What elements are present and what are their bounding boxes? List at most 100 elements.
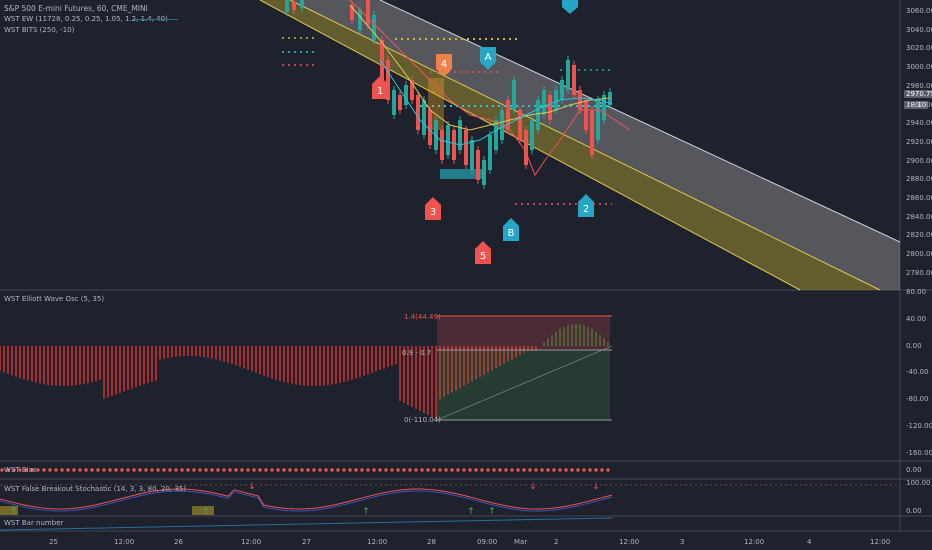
osc-axis-tick: -80.00 bbox=[906, 395, 929, 404]
candle bbox=[392, 90, 396, 115]
fib-bot-label: 0(-110.04) bbox=[404, 416, 441, 424]
svg-text:1: 1 bbox=[377, 86, 383, 97]
candle bbox=[494, 120, 498, 150]
candle bbox=[476, 150, 480, 180]
candle bbox=[488, 135, 492, 170]
candle bbox=[285, 0, 289, 12]
price-axis-tick: 2900.00 bbox=[906, 156, 932, 165]
time-axis-tick: 12:00 bbox=[367, 538, 388, 546]
candle bbox=[578, 90, 582, 110]
osc-axis-tick: 80.00 bbox=[906, 288, 927, 296]
wave-marker-4: 4 bbox=[436, 54, 452, 77]
price-axis-tick: 2920.00 bbox=[906, 137, 932, 146]
candle bbox=[482, 160, 486, 185]
time-axis-tick: Mar bbox=[514, 538, 528, 546]
svg-text:5: 5 bbox=[480, 251, 486, 262]
wave-marker-B: B bbox=[503, 218, 519, 241]
svg-text:↑: ↑ bbox=[362, 507, 370, 517]
candle bbox=[440, 130, 444, 160]
candle bbox=[300, 0, 304, 8]
svg-text:4: 4 bbox=[441, 59, 447, 70]
candle bbox=[470, 140, 474, 170]
svg-text:↑: ↑ bbox=[488, 507, 496, 517]
fib-zone-bottom bbox=[437, 350, 610, 420]
bias-axis-tick: 0.00 bbox=[906, 466, 922, 474]
price-axis-tick: 3040.00 bbox=[906, 25, 932, 34]
price-axis-tick: 3020.00 bbox=[906, 44, 932, 53]
candle bbox=[584, 100, 588, 130]
wave-marker-3: 3 bbox=[425, 197, 441, 220]
indicator-wst-ew[interactable]: WST EW (11728, 0.25, 0.25, 1.05, 1.2, 1.… bbox=[4, 15, 168, 23]
candle bbox=[410, 80, 414, 100]
price-axis-tick: 2860.00 bbox=[906, 194, 932, 202]
candle bbox=[536, 100, 540, 130]
candle bbox=[500, 110, 504, 140]
wave-marker-2: 2 bbox=[578, 194, 594, 217]
candle bbox=[524, 130, 528, 165]
channel-top-line bbox=[379, 0, 901, 243]
osc-title[interactable]: WST Elliott Wave Osc (5, 35) bbox=[4, 295, 105, 303]
candle bbox=[602, 95, 606, 120]
time-axis-tick: 25 bbox=[49, 538, 58, 546]
candle bbox=[542, 90, 546, 115]
support-zone bbox=[440, 169, 482, 179]
price-axis-tick: 2940.00 bbox=[906, 119, 932, 128]
osc-axis-tick: 40.00 bbox=[906, 314, 927, 323]
time-axis-tick: 27 bbox=[302, 538, 311, 546]
osc-axis-tick: -40.00 bbox=[906, 368, 929, 377]
svg-text:A: A bbox=[485, 52, 492, 63]
barnum-title[interactable]: WST Bar number bbox=[4, 519, 64, 527]
candle bbox=[428, 110, 432, 145]
countdown-label: 18:10 bbox=[904, 101, 929, 109]
wave-marker-5: 5 bbox=[475, 241, 491, 264]
stoch-lines: ↓ ↓ ↓ ↑ ↑ ↑ ↑ ↑ bbox=[0, 482, 900, 517]
time-axis-tick: 3 bbox=[680, 538, 685, 546]
fib-mid-label: 0.9 - 0.7 bbox=[402, 349, 432, 357]
candle bbox=[386, 60, 390, 100]
candle bbox=[452, 130, 456, 160]
candle bbox=[422, 100, 426, 135]
ma-line-yellow bbox=[349, 4, 611, 131]
osc-histogram bbox=[0, 324, 609, 419]
price-axis-tick: 2780.00 bbox=[906, 268, 932, 277]
osc-trend-line bbox=[436, 345, 613, 421]
stoch-title[interactable]: WST False Breakout Stochastic (14, 3, 3,… bbox=[4, 485, 186, 493]
stoch-axis-tick-bottom: 0.00 bbox=[906, 507, 922, 515]
svg-text:↑: ↑ bbox=[202, 507, 210, 517]
price-axis-tick: 3060.00 bbox=[906, 7, 932, 15]
svg-text:↓: ↓ bbox=[529, 482, 537, 492]
svg-text:↑: ↑ bbox=[467, 507, 475, 517]
time-axis-tick: 12:00 bbox=[241, 538, 262, 546]
svg-text:↑: ↑ bbox=[10, 507, 18, 517]
price-axis-tick: 2820.00 bbox=[906, 231, 932, 240]
last-price-label: 2970.75 bbox=[904, 90, 932, 98]
candle bbox=[398, 95, 402, 110]
price-axis-tick: 2880.00 bbox=[906, 175, 932, 184]
indicator-wst-bits[interactable]: WST BITS (250, -10) bbox=[4, 26, 75, 34]
candle bbox=[518, 110, 522, 140]
osc-axis-tick: 0.00 bbox=[906, 341, 922, 350]
svg-text:3: 3 bbox=[430, 207, 436, 218]
candle bbox=[554, 90, 558, 110]
bias-title[interactable]: WST Bias bbox=[4, 466, 37, 474]
svg-text:2: 2 bbox=[583, 204, 589, 215]
candle bbox=[506, 100, 510, 130]
stoch-axis-tick-top: 100.00 bbox=[906, 479, 931, 487]
candle bbox=[572, 65, 576, 95]
candle bbox=[590, 110, 594, 155]
barnum-line bbox=[0, 517, 613, 531]
candle bbox=[530, 120, 534, 150]
candle bbox=[566, 60, 570, 90]
time-axis-tick: 4 bbox=[807, 538, 812, 546]
osc-axis-tick: -120.00 bbox=[906, 422, 932, 430]
channel-mid-line bbox=[289, 0, 881, 291]
price-axis-tick: 2980.00 bbox=[906, 81, 932, 90]
ma-line-red bbox=[349, 0, 631, 177]
candles-group bbox=[285, 0, 612, 189]
price-axis-tick: 2840.00 bbox=[906, 212, 932, 221]
candle bbox=[464, 130, 468, 165]
wave-labels: 1 2 3 4 5 A B bbox=[372, 47, 594, 264]
symbol-title[interactable]: S&P 500 E-mini Futures, 60, CME_MINI bbox=[4, 4, 148, 13]
ew-line-sample bbox=[134, 19, 178, 20]
